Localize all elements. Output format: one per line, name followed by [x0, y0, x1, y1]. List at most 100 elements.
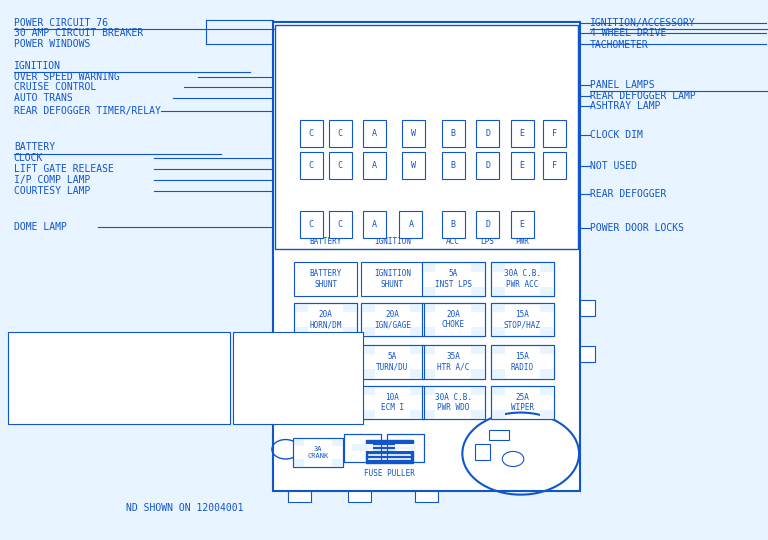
Bar: [422, 303, 485, 336]
Bar: [361, 303, 375, 312]
Text: C: C: [338, 129, 343, 138]
Text: IGNITION
SHUNT: IGNITION SHUNT: [374, 269, 411, 289]
Bar: [361, 327, 375, 336]
Bar: [491, 345, 505, 354]
Text: MALE CONNECTOR: MALE CONNECTOR: [59, 335, 114, 340]
Text: 30A C.B.
PWR ACC: 30A C.B. PWR ACC: [504, 269, 541, 289]
Bar: [410, 345, 424, 354]
Text: 20A
IGN/GAGE: 20A IGN/GAGE: [374, 310, 411, 329]
Text: 30A C.B.
PWR WDO: 30A C.B. PWR WDO: [435, 393, 472, 412]
Bar: [343, 303, 357, 312]
Text: TAN: TAN: [326, 355, 337, 361]
Bar: [422, 386, 485, 419]
Bar: [442, 152, 465, 179]
Text: RED: RED: [326, 375, 337, 380]
Text: 12004009: 12004009: [234, 394, 262, 400]
Bar: [471, 303, 485, 312]
Bar: [300, 152, 323, 179]
Text: BRN: BRN: [326, 365, 337, 370]
Text: 5A
TURN/DU: 5A TURN/DU: [376, 352, 409, 372]
Bar: [294, 369, 308, 379]
Text: 35A
HTR A/C: 35A HTR A/C: [437, 352, 469, 372]
Text: ND 10: ND 10: [294, 375, 312, 380]
Bar: [422, 369, 435, 379]
Text: MULT CONNECTOR: MULT CONNECTOR: [144, 335, 198, 340]
Text: 4 WHEEL DRIVE: 4 WHEEL DRIVE: [590, 29, 666, 38]
Text: F DK GRA: F DK GRA: [9, 407, 38, 413]
Text: OVER SPEED WARNING: OVER SPEED WARNING: [14, 72, 120, 82]
Text: REAR DEFOGGER LAMP: REAR DEFOGGER LAMP: [590, 91, 696, 100]
Bar: [361, 386, 424, 419]
Bar: [294, 345, 357, 379]
Bar: [471, 327, 485, 336]
Bar: [491, 345, 554, 379]
Bar: [422, 303, 485, 336]
Text: POWER CIRCUIT 76: POWER CIRCUIT 76: [14, 18, 108, 28]
Text: ND 7.5: ND 7.5: [294, 365, 315, 370]
Text: B BRN: B BRN: [9, 356, 28, 361]
Text: D GRN: D GRN: [9, 376, 28, 382]
Bar: [332, 459, 343, 467]
Bar: [422, 345, 435, 354]
Text: A: A: [372, 220, 377, 228]
Text: BATTERY: BATTERY: [14, 143, 55, 152]
Text: ND 15: ND 15: [294, 384, 312, 390]
Bar: [329, 211, 352, 238]
Bar: [273, 22, 580, 491]
Bar: [422, 345, 485, 379]
Bar: [442, 211, 465, 238]
Text: ND 5: ND 5: [294, 355, 308, 361]
Text: 12004884: 12004884: [59, 397, 88, 402]
Bar: [491, 386, 554, 419]
Bar: [491, 262, 505, 272]
Bar: [288, 491, 311, 502]
Bar: [361, 386, 424, 419]
Bar: [363, 120, 386, 147]
Bar: [491, 287, 505, 296]
Bar: [540, 345, 554, 354]
Text: 12004005: 12004005: [234, 355, 262, 361]
Bar: [422, 287, 435, 296]
Bar: [540, 303, 554, 312]
Text: I/P COMP LAMP: I/P COMP LAMP: [14, 175, 90, 185]
Text: IGNITION: IGNITION: [374, 237, 411, 246]
Bar: [402, 152, 425, 179]
Bar: [293, 437, 343, 467]
Text: C BLK: C BLK: [9, 366, 28, 372]
Text: E: E: [520, 161, 525, 170]
Bar: [511, 152, 534, 179]
Bar: [343, 369, 357, 379]
Bar: [361, 303, 424, 336]
Bar: [402, 120, 425, 147]
Text: ND 20: ND 20: [294, 394, 312, 400]
Text: 15A
STOP/HAZ: 15A STOP/HAZ: [504, 310, 541, 329]
Bar: [422, 262, 485, 296]
Text: 10A
ECM B: 10A ECM B: [314, 393, 337, 412]
Text: 12004011: 12004011: [234, 414, 262, 419]
Text: A WHT: A WHT: [9, 346, 28, 351]
Text: 12004886: 12004886: [59, 366, 88, 372]
Bar: [491, 303, 505, 312]
Text: 20A
T.A. CTSY: 20A T.A. CTSY: [305, 352, 346, 372]
Bar: [293, 437, 304, 446]
Bar: [329, 152, 352, 179]
Bar: [300, 211, 323, 238]
Text: LT GRN: LT GRN: [326, 414, 347, 419]
Text: BATTERY: BATTERY: [310, 237, 342, 246]
Text: ACC: ACC: [446, 237, 460, 246]
Text: 30 AMP CIRCUIT BREAKER: 30 AMP CIRCUIT BREAKER: [14, 29, 143, 38]
Bar: [491, 262, 554, 296]
Bar: [422, 386, 435, 395]
Text: IGNITION: IGNITION: [14, 61, 61, 71]
Text: 10A
ECM I: 10A ECM I: [381, 393, 404, 412]
Text: NOT USEABLE: NOT USEABLE: [144, 397, 184, 402]
Bar: [442, 120, 465, 147]
Text: C: C: [309, 220, 313, 228]
Text: CRUISE CONTROL: CRUISE CONTROL: [14, 83, 96, 92]
Text: 12004892: 12004892: [144, 346, 173, 351]
Text: PANEL LAMPS: PANEL LAMPS: [590, 80, 654, 90]
Text: COLOR: COLOR: [9, 335, 28, 340]
Bar: [471, 287, 485, 296]
Bar: [253, 349, 273, 369]
Bar: [343, 386, 357, 395]
